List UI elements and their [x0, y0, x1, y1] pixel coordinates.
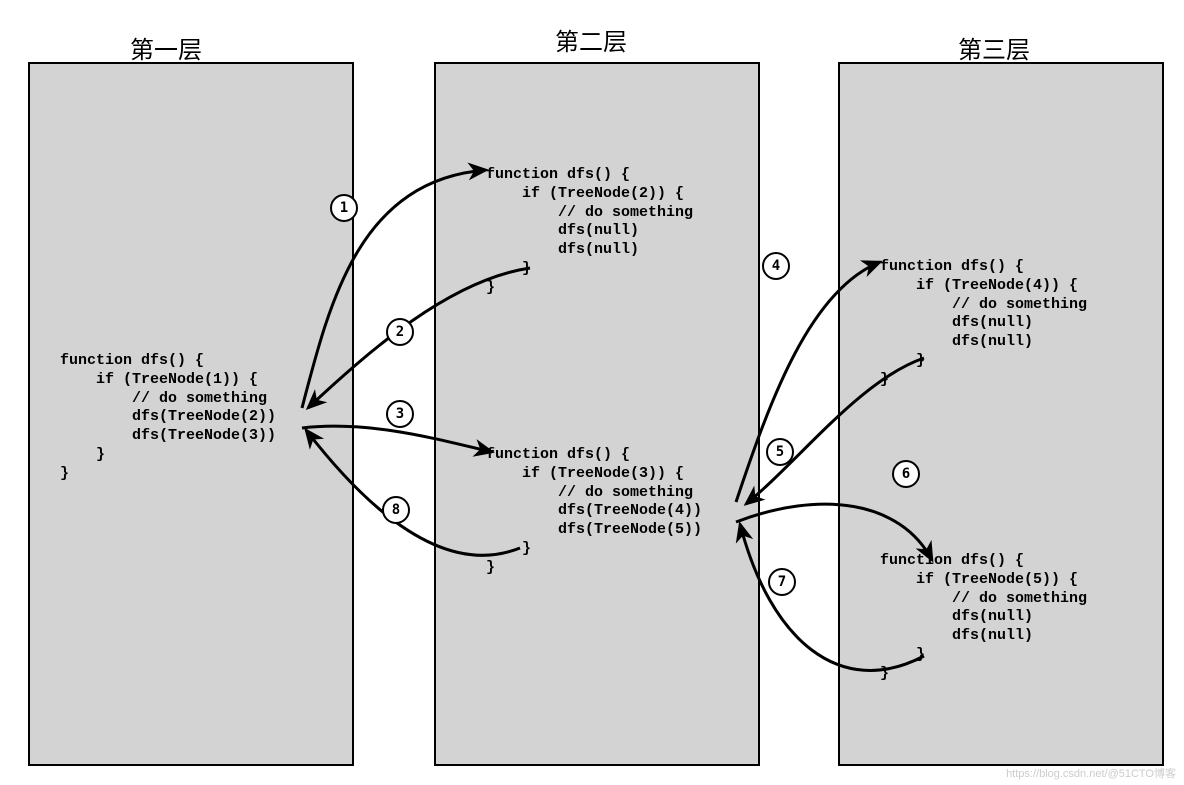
step-badge-1: 1	[330, 194, 358, 222]
step-badge-4: 4	[762, 252, 790, 280]
layer3-title: 第三层	[958, 30, 1030, 65]
step-badge-3: 3	[386, 400, 414, 428]
step-badge-2: 2	[386, 318, 414, 346]
diagram-stage: 第一层 第二层 第三层 function dfs() { if (TreeNod…	[0, 0, 1184, 785]
watermark: https://blog.csdn.net/@51CTO博客	[1006, 765, 1176, 781]
step-badge-6: 6	[892, 460, 920, 488]
code-layer2-bottom: function dfs() { if (TreeNode(3)) { // d…	[486, 446, 702, 577]
code-layer3-bottom: function dfs() { if (TreeNode(5)) { // d…	[880, 552, 1087, 683]
layer2-title: 第二层	[555, 22, 627, 57]
step-badge-5: 5	[766, 438, 794, 466]
code-layer3-top: function dfs() { if (TreeNode(4)) { // d…	[880, 258, 1087, 389]
step-badge-8: 8	[382, 496, 410, 524]
layer1-title: 第一层	[130, 30, 202, 65]
step-badge-7: 7	[768, 568, 796, 596]
code-layer1: function dfs() { if (TreeNode(1)) { // d…	[60, 352, 276, 483]
code-layer2-top: function dfs() { if (TreeNode(2)) { // d…	[486, 166, 693, 297]
